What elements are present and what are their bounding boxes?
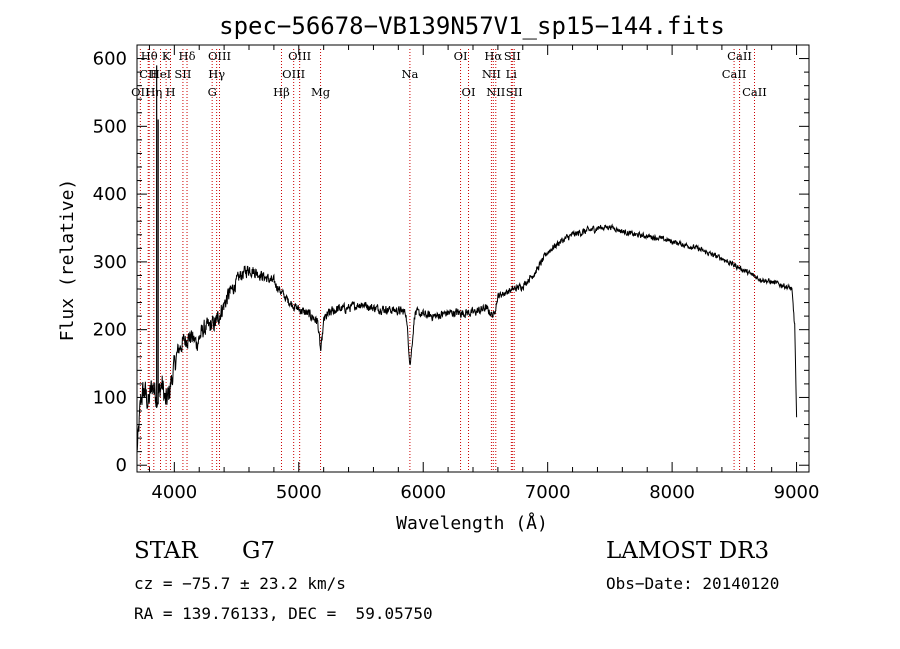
x-tick-label: 8000 <box>649 482 695 503</box>
observation-date: Obs−Date: 20140120 <box>606 574 780 593</box>
line-label: OIII <box>282 67 305 81</box>
line-label: CaII <box>722 67 747 81</box>
y-tick-label: 300 <box>93 252 127 273</box>
x-tick-label: 5000 <box>276 482 322 503</box>
object-subclass: G7 <box>242 538 276 564</box>
y-tick-label: 0 <box>116 455 127 476</box>
x-tick-label: 4000 <box>151 482 197 503</box>
line-label: Li <box>506 67 518 81</box>
y-tick-label: 500 <box>93 116 127 137</box>
line-label: OII <box>131 85 150 99</box>
object-class: STAR <box>134 538 198 564</box>
sky-coordinates: RA = 139.76133, DEC = 59.05750 <box>134 604 433 623</box>
x-tick-label: 7000 <box>525 482 571 503</box>
line-label: Hβ <box>273 85 290 99</box>
line-label: OI <box>454 49 468 63</box>
x-tick-label: 9000 <box>774 482 820 503</box>
line-label: NII <box>486 85 505 99</box>
line-label: Hδ <box>179 49 196 63</box>
line-label: OIII <box>208 49 231 63</box>
line-label: Na <box>401 67 418 81</box>
line-label: HeI <box>150 67 171 81</box>
line-label: SII <box>504 49 521 63</box>
y-axis-label: Flux (relative) <box>57 179 78 342</box>
line-label: Mg <box>311 85 331 99</box>
line-label: SII <box>174 67 191 81</box>
x-tick-label: 6000 <box>400 482 446 503</box>
spectrum-series <box>136 223 798 451</box>
line-label: NII <box>482 67 501 81</box>
line-label: OI <box>462 85 476 99</box>
chart-title: spec−56678−VB139N57V1_sp15−144.fits <box>219 12 725 40</box>
redshift-velocity: cz = −75.7 ± 23.2 km/s <box>134 574 346 593</box>
line-label: Hη <box>145 85 162 99</box>
axis-ticks: 4000 5000 6000 7000 8000 9000 0 100 200 300 400 500… <box>93 45 820 503</box>
line-label: CaII <box>727 49 752 63</box>
y-tick-label: 200 <box>93 320 127 341</box>
x-axis-label: Wavelength (Å) <box>396 512 548 534</box>
line-label: Hθ <box>141 49 158 63</box>
line-label: Hγ <box>208 67 225 81</box>
line-label: Hα <box>484 49 502 63</box>
line-markers <box>139 49 755 472</box>
line-label: K <box>162 49 171 63</box>
line-label: H <box>165 85 175 99</box>
spectrum-spikes <box>156 65 159 405</box>
line-label: SII <box>506 85 523 99</box>
line-label: CaII <box>742 85 767 99</box>
line-label: OIII <box>288 49 311 63</box>
y-tick-label: 600 <box>93 49 127 70</box>
survey-name: LAMOST DR3 <box>606 538 770 564</box>
line-label: CII <box>139 67 157 81</box>
plot-frame <box>136 44 810 473</box>
y-tick-label: 400 <box>93 184 127 205</box>
line-label: G <box>208 85 217 99</box>
y-tick-label: 100 <box>93 387 127 408</box>
